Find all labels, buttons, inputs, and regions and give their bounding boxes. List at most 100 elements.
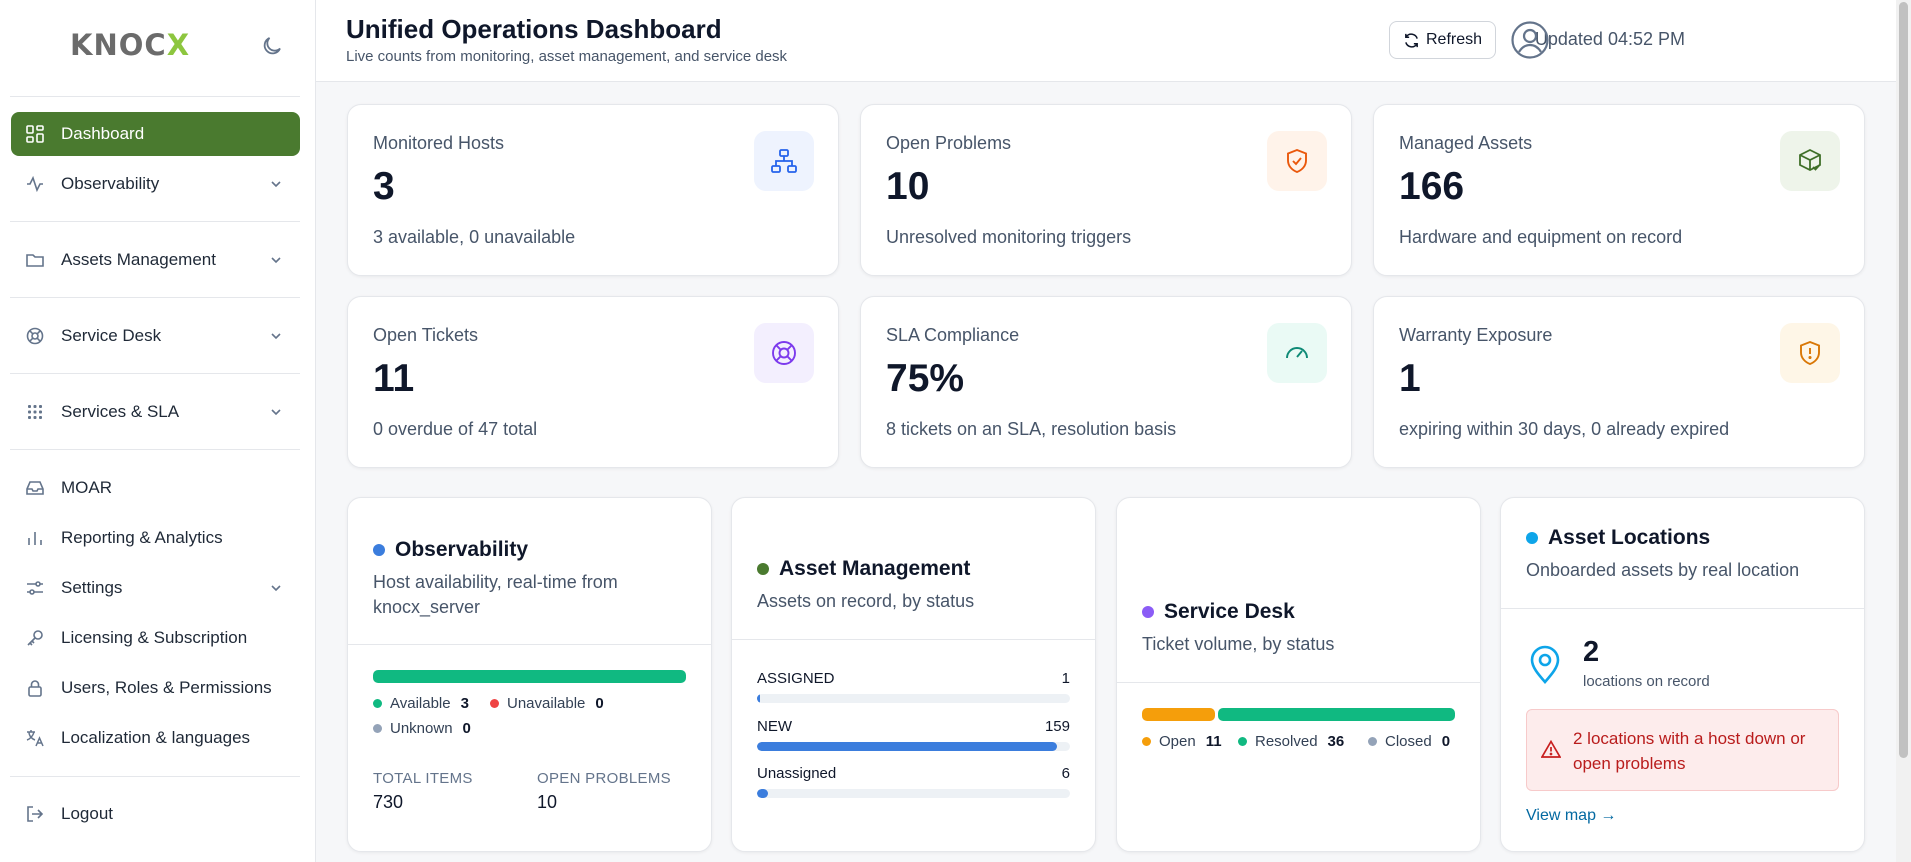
- total-items-label: TOTAL ITEMS: [373, 770, 473, 787]
- status-dot: [757, 563, 769, 575]
- knocx-logo[interactable]: KNOCX: [70, 28, 191, 62]
- inbox-icon: [25, 478, 45, 498]
- view-map-link[interactable]: View map →: [1526, 807, 1617, 824]
- stat-value: 3: [373, 165, 395, 208]
- open-problems-label: OPEN PROBLEMS: [537, 770, 671, 787]
- asset-status-count: 159: [1044, 718, 1070, 735]
- status-dot: [373, 544, 385, 556]
- legend-resolved: Resolved 36: [1238, 733, 1344, 750]
- lock-icon: [25, 678, 45, 698]
- open-problems-value: 10: [537, 792, 558, 812]
- sidebar-item-label: Assets Management: [61, 250, 216, 269]
- translate-icon: [25, 728, 45, 748]
- moon-icon[interactable]: [260, 34, 284, 58]
- stat-label: Managed Assets: [1399, 133, 1533, 153]
- sidebar-item-label: Observability: [61, 174, 160, 193]
- stat-card-managed-assets[interactable]: Managed Assets 166 Hardware and equipmen…: [1373, 104, 1865, 276]
- stat-card-sla-compliance[interactable]: SLA Compliance 75% 8 tickets on an SLA, …: [860, 296, 1352, 468]
- asset-status-label: NEW: [757, 718, 792, 735]
- key-icon: [25, 628, 45, 648]
- sidebar-item-dashboard[interactable]: Dashboard: [11, 112, 300, 156]
- user-avatar-icon[interactable]: [1510, 20, 1550, 60]
- lifebuoy-icon: [25, 326, 45, 346]
- map-pin-icon: [1530, 645, 1560, 684]
- shield-alert-icon: [1780, 323, 1840, 383]
- sidebar-item-observability[interactable]: Observability: [11, 162, 300, 206]
- asset-status-bar: [757, 789, 1070, 798]
- scrollbar-thumb[interactable]: [1899, 2, 1908, 758]
- page-subtitle: Live counts from monitoring, asset manag…: [346, 48, 788, 65]
- stat-label: Warranty Exposure: [1399, 325, 1553, 345]
- refresh-button[interactable]: Refresh: [1389, 21, 1496, 59]
- stat-label: Open Tickets: [373, 325, 479, 345]
- open-tickets-bar: [1142, 708, 1215, 721]
- locations-count-label: locations on record: [1583, 673, 1710, 690]
- status-dot: [1526, 532, 1538, 544]
- divider: [1117, 682, 1480, 683]
- sidebar-item-assets-management[interactable]: Assets Management: [11, 238, 300, 282]
- network-icon: [754, 131, 814, 191]
- sidebar-item-reporting[interactable]: Reporting & Analytics: [11, 516, 300, 560]
- sidebar-item-service-desk[interactable]: Service Desk: [11, 314, 300, 358]
- warning-triangle-icon: [1541, 740, 1561, 758]
- asset-status-count: 1: [1061, 670, 1070, 687]
- dashboard-icon: [25, 124, 45, 144]
- divider: [10, 776, 300, 777]
- sliders-icon: [25, 578, 45, 598]
- stat-label: Open Problems: [886, 133, 1012, 153]
- sidebar-item-logout[interactable]: Logout: [11, 792, 300, 836]
- asset-status-bar-fill: [757, 742, 1057, 751]
- divider: [10, 373, 300, 374]
- stat-value: 11: [373, 357, 415, 400]
- stat-card-open-problems[interactable]: Open Problems 10 Unresolved monitoring t…: [860, 104, 1352, 276]
- stat-value: 10: [886, 165, 930, 208]
- legend-unknown: Unknown 0: [373, 720, 471, 737]
- sidebar-item-services-sla[interactable]: Services & SLA: [11, 390, 300, 434]
- bar-chart-icon: [25, 528, 45, 548]
- resolved-tickets-bar: [1218, 708, 1455, 721]
- location-alert: 2 locations with a host down or open pro…: [1526, 709, 1839, 791]
- stat-value: 1: [1399, 357, 1421, 400]
- sidebar-item-label: Licensing & Subscription: [61, 628, 248, 647]
- chevron-down-icon: [271, 181, 281, 188]
- divider: [732, 639, 1095, 640]
- logout-icon: [25, 804, 45, 824]
- sidebar-item-localization[interactable]: Localization & languages: [11, 716, 300, 760]
- sidebar-item-label: Dashboard: [61, 124, 145, 143]
- sidebar-item-settings[interactable]: Settings: [11, 566, 300, 610]
- chevron-down-icon: [271, 333, 281, 340]
- asset-status-bar-fill: [757, 789, 769, 798]
- stat-desc: expiring within 30 days, 0 already expir…: [1399, 419, 1730, 439]
- sidebar-item-users-roles[interactable]: Users, Roles & Permissions: [11, 666, 300, 710]
- page-title: Unified Operations Dashboard: [346, 14, 722, 44]
- sidebar-item-label: Users, Roles & Permissions: [61, 678, 272, 697]
- sidebar-item-licensing[interactable]: Licensing & Subscription: [11, 616, 300, 660]
- stat-desc: 3 available, 0 unavailable: [373, 227, 576, 247]
- asset-status-count: 6: [1061, 765, 1070, 782]
- divider: [10, 449, 300, 450]
- sidebar-item-moar[interactable]: MOAR: [11, 466, 300, 510]
- stat-label: Monitored Hosts: [373, 133, 505, 153]
- asset-status-label: Unassigned: [757, 765, 837, 782]
- panel-subtitle: Host availability, real-time from knocx_…: [373, 572, 618, 617]
- stat-card-warranty-exposure[interactable]: Warranty Exposure 1 expiring within 30 d…: [1373, 296, 1865, 468]
- panel-subtitle: Assets on record, by status: [757, 591, 975, 611]
- stat-desc: Unresolved monitoring triggers: [886, 227, 1132, 247]
- shield-check-icon: [1267, 131, 1327, 191]
- activity-icon: [25, 174, 45, 194]
- panel-subtitle: Onboarded assets by real location: [1526, 560, 1800, 580]
- sidebar: KNOCX Dashboard Observability Assets Man…: [0, 0, 316, 862]
- asset-locations-panel[interactable]: Asset Locations Onboarded assets by real…: [1500, 497, 1865, 852]
- folder-icon: [25, 250, 45, 270]
- header: Unified Operations Dashboard Live counts…: [316, 0, 1896, 82]
- sidebar-item-label: Settings: [61, 578, 123, 597]
- stat-card-open-tickets[interactable]: Open Tickets 11 0 overdue of 47 total: [347, 296, 839, 468]
- stat-card-monitored-hosts[interactable]: Monitored Hosts 3 3 available, 0 unavail…: [347, 104, 839, 276]
- observability-panel[interactable]: Observability Host availability, real-ti…: [347, 497, 712, 852]
- legend-unavailable: Unavailable 0: [490, 695, 604, 712]
- panel-title: Asset Locations: [1526, 526, 1710, 550]
- total-items-value: 730: [373, 792, 404, 812]
- service-desk-panel[interactable]: Service Desk Ticket volume, by status Op…: [1116, 497, 1481, 852]
- asset-management-panel[interactable]: Asset Management Assets on record, by st…: [731, 497, 1096, 852]
- gauge-icon: [1267, 323, 1327, 383]
